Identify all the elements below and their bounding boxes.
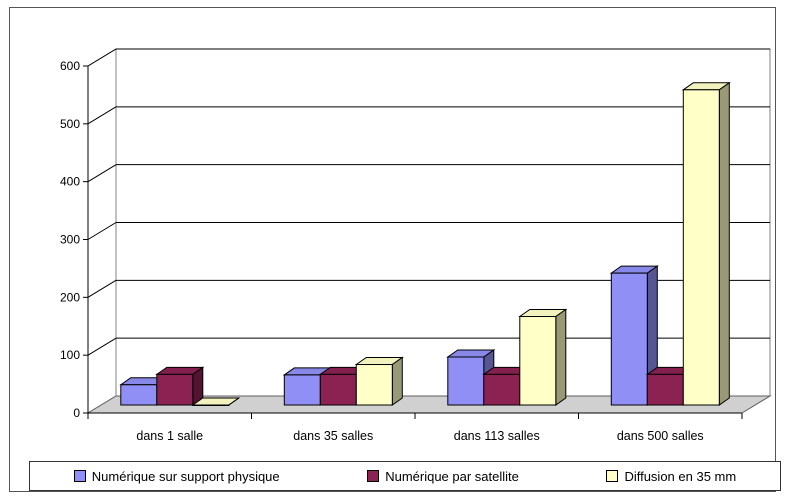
legend-label-support-physique: Numérique sur support physique (91, 468, 280, 484)
bar (681, 81, 731, 406)
bar (191, 397, 241, 406)
gridline-side (87, 279, 117, 298)
x-tick-label: dans 1 salle (136, 429, 203, 443)
gridline-side (87, 222, 117, 240)
gridline-side (87, 337, 117, 356)
legend: Numérique sur support physique Numérique… (29, 461, 781, 491)
y-tick-label: 400 (60, 175, 80, 189)
x-tick-label: dans 35 salles (293, 429, 373, 443)
y-tick-label: 300 (60, 233, 80, 247)
y-tick-label: 0 (73, 406, 80, 420)
bar (155, 366, 205, 406)
legend-item-satellite: Numérique par satellite (367, 469, 519, 484)
y-tick-label: 200 (60, 290, 80, 304)
legend-label-satellite: Numérique par satellite (385, 468, 519, 484)
bar (354, 356, 404, 406)
y-tick-label: 100 (60, 348, 80, 362)
legend-swatch-35mm (606, 470, 619, 482)
y-axis: 0 100 200 300 400 500 600 (60, 59, 89, 420)
gridline-side (87, 48, 117, 67)
legend-label-35mm: Diffusion en 35 mm (624, 468, 737, 484)
y-tick-label: 600 (60, 59, 80, 73)
legend-swatch-support-physique (73, 470, 86, 482)
plot-walls (86, 48, 772, 414)
bars (119, 81, 731, 406)
y-tick-label: 500 (60, 117, 80, 131)
x-tick-label: dans 500 salles (617, 429, 704, 443)
x-tick-label: dans 113 salles (454, 429, 540, 443)
gridline-side (87, 106, 117, 125)
legend-item-support-physique: Numérique sur support physique (73, 468, 280, 484)
bar (518, 308, 568, 406)
x-axis: dans 1 salle dans 35 salles dans 113 salle… (87, 412, 743, 443)
gridlines (87, 48, 770, 356)
legend-swatch-satellite (367, 470, 380, 482)
legend-item-35mm: Diffusion en 35 mm (606, 469, 736, 484)
gridline-side (87, 164, 117, 183)
